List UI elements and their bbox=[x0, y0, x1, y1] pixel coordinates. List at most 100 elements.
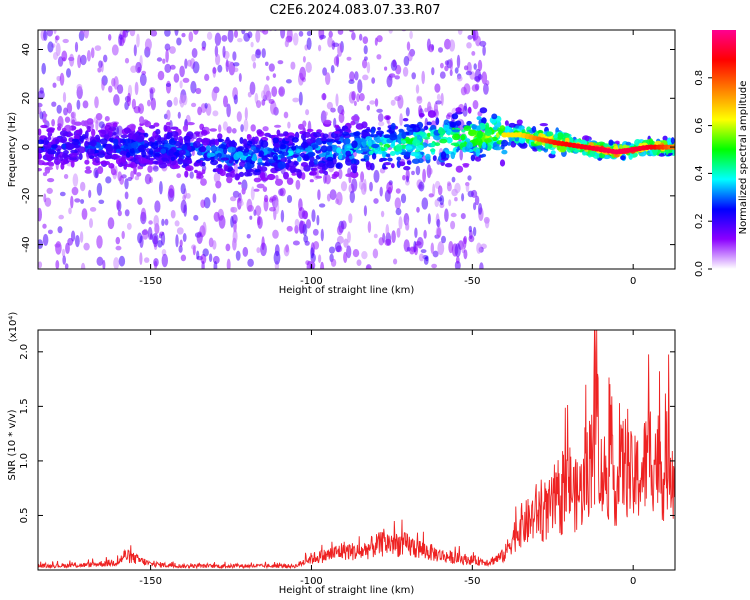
heatmap-blob bbox=[121, 230, 125, 240]
heatmap-blob bbox=[44, 166, 51, 174]
heatmap-blob bbox=[108, 34, 112, 41]
heatmap-blob bbox=[65, 242, 70, 254]
heatmap-blob bbox=[103, 54, 108, 63]
heatmap-blob bbox=[274, 200, 280, 215]
heatmap-blob bbox=[165, 80, 172, 94]
heatmap-blob bbox=[118, 33, 123, 47]
heatmap-blob bbox=[274, 124, 282, 128]
heatmap-blob bbox=[536, 140, 542, 146]
heatmap-blob bbox=[43, 113, 48, 118]
heatmap-blob bbox=[282, 151, 289, 156]
heatmap-blob bbox=[484, 218, 490, 229]
y-axis-label: Frequency (Hz) bbox=[7, 112, 18, 188]
heatmap-blob bbox=[399, 113, 403, 126]
heatmap-blob bbox=[360, 171, 365, 183]
heatmap-blob bbox=[55, 35, 60, 41]
heatmap-blob bbox=[462, 237, 467, 250]
heatmap-blob bbox=[193, 162, 198, 167]
heatmap-blob bbox=[113, 132, 117, 136]
heatmap-blob bbox=[320, 145, 328, 153]
heatmap-blob bbox=[124, 178, 129, 190]
heatmap-blob bbox=[294, 161, 299, 166]
heatmap-blob bbox=[226, 176, 233, 184]
heatmap-blob bbox=[38, 139, 45, 145]
heatmap-blob bbox=[290, 61, 296, 70]
heatmap-blob bbox=[430, 142, 436, 148]
heatmap-blob bbox=[658, 153, 666, 157]
heatmap-blob bbox=[61, 248, 66, 257]
heatmap-blob bbox=[662, 135, 668, 141]
heatmap-blob bbox=[58, 214, 64, 220]
heatmap-blob bbox=[263, 84, 270, 99]
heatmap-blob bbox=[185, 167, 192, 171]
heatmap-blob bbox=[124, 163, 134, 168]
heatmap-blob bbox=[306, 37, 312, 50]
heatmap-blob bbox=[370, 128, 376, 135]
heatmap-blob bbox=[224, 139, 232, 144]
heatmap-blob bbox=[461, 129, 466, 133]
heatmap-blob bbox=[59, 156, 64, 162]
heatmap-blob bbox=[211, 88, 218, 102]
heatmap-blob bbox=[66, 68, 71, 78]
heatmap-blob bbox=[57, 148, 61, 155]
heatmap-blob bbox=[62, 153, 69, 159]
heatmap-blob bbox=[227, 146, 236, 153]
heatmap-blob bbox=[98, 199, 105, 204]
heatmap-blob bbox=[62, 38, 69, 44]
heatmap-blob bbox=[491, 113, 498, 120]
heatmap-blob bbox=[405, 152, 411, 158]
heatmap-blob bbox=[164, 218, 169, 226]
heatmap-blob bbox=[394, 75, 401, 80]
heatmap-blob bbox=[445, 114, 451, 120]
heatmap-blob bbox=[294, 218, 300, 228]
heatmap-blob bbox=[331, 175, 337, 179]
heatmap-blob bbox=[223, 147, 228, 155]
heatmap-blob bbox=[69, 53, 75, 67]
heatmap-blob bbox=[256, 100, 262, 109]
heatmap-blob bbox=[471, 84, 479, 92]
heatmap-blob bbox=[203, 197, 211, 209]
heatmap-blob bbox=[170, 126, 179, 130]
heatmap-blob bbox=[246, 134, 252, 141]
heatmap-blob bbox=[385, 153, 391, 158]
heatmap-blob bbox=[88, 189, 92, 199]
heatmap-blob bbox=[329, 189, 337, 201]
heatmap-blob bbox=[105, 176, 112, 184]
heatmap-blob bbox=[334, 124, 340, 128]
heatmap-blob bbox=[212, 240, 217, 250]
heatmap-blob bbox=[41, 62, 46, 75]
heatmap-blob bbox=[421, 70, 426, 85]
heatmap-blob bbox=[256, 162, 265, 166]
heatmap-blob bbox=[366, 104, 370, 111]
heatmap-blob bbox=[292, 32, 299, 46]
heatmap-blob bbox=[389, 73, 396, 78]
heatmap-blob bbox=[462, 163, 470, 167]
heatmap-blob bbox=[265, 61, 269, 66]
heatmap-blob bbox=[484, 138, 492, 143]
heatmap-blob bbox=[95, 119, 99, 131]
heatmap-blob bbox=[378, 237, 384, 246]
heatmap-blob bbox=[108, 85, 113, 93]
x-tick-label: -150 bbox=[139, 576, 162, 587]
heatmap-blob bbox=[64, 263, 69, 269]
heatmap-blob bbox=[142, 159, 151, 164]
heatmap-blob bbox=[219, 169, 226, 177]
heatmap-blob bbox=[398, 216, 403, 230]
heatmap-blob bbox=[670, 137, 675, 145]
heatmap-blob bbox=[133, 166, 137, 175]
heatmap-blob bbox=[333, 171, 340, 178]
heatmap-blob bbox=[350, 120, 356, 126]
heatmap-blob bbox=[451, 113, 459, 120]
heatmap-blob bbox=[293, 168, 302, 173]
heatmap-blob bbox=[377, 113, 384, 123]
heatmap-blob bbox=[334, 130, 341, 134]
heatmap-blob bbox=[589, 150, 596, 157]
heatmap-blob bbox=[507, 142, 512, 146]
heatmap-blob bbox=[253, 177, 262, 183]
heatmap-blob bbox=[463, 249, 468, 260]
heatmap-blob bbox=[82, 100, 89, 109]
heatmap-blob bbox=[473, 202, 477, 211]
heatmap-blob bbox=[325, 151, 330, 155]
heatmap-blob bbox=[249, 215, 253, 220]
heatmap-blob bbox=[186, 122, 195, 126]
